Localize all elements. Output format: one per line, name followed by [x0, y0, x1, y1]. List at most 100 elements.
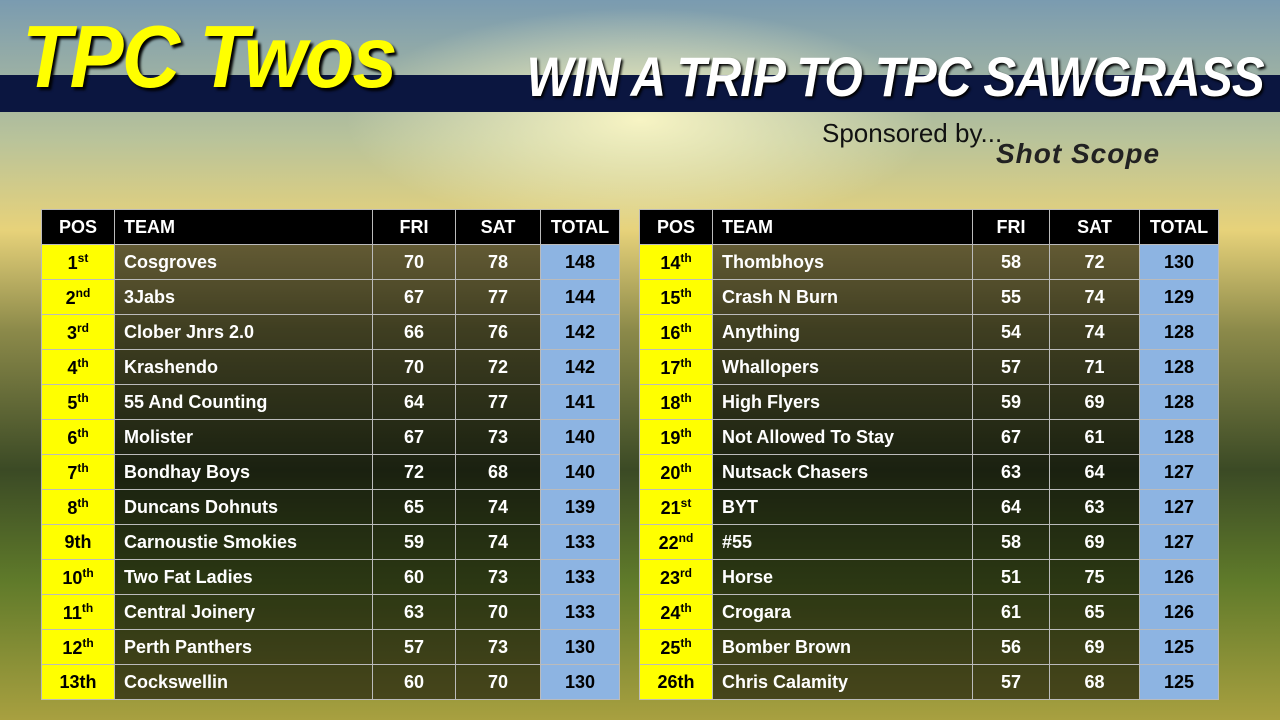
- column-header: FRI: [972, 209, 1050, 245]
- team-name: Duncans Dohnuts: [114, 489, 373, 525]
- team-name: Central Joinery: [114, 594, 373, 630]
- position: 15th: [639, 279, 713, 315]
- column-header: FRI: [372, 209, 456, 245]
- header-row: POS TEAM FRI SAT TOTAL: [41, 209, 620, 245]
- fri-score: 70: [372, 244, 456, 280]
- position-number: 9th: [64, 531, 92, 552]
- team-name: High Flyers: [712, 384, 973, 420]
- position-number: 8: [67, 497, 78, 518]
- position: 21st: [639, 489, 713, 525]
- sponsor-text: Sponsored by...: [822, 118, 1003, 148]
- sat-score: 63: [1049, 489, 1140, 525]
- position: 10th: [41, 559, 115, 595]
- team-row: 5th 55 And Counting 64 77 141: [41, 384, 620, 420]
- sat-score: 74: [455, 489, 541, 525]
- position: 5th: [41, 384, 115, 420]
- team-row: 7th Bondhay Boys 72 68 140: [41, 454, 620, 490]
- sat-score: 74: [1049, 279, 1140, 315]
- total-score: 133: [540, 559, 620, 595]
- position-number: 19: [660, 427, 681, 448]
- column-header: TEAM: [712, 209, 973, 245]
- team-name: Cockswellin: [114, 664, 373, 700]
- position-number: 18: [660, 392, 681, 413]
- team-name: BYT: [712, 489, 973, 525]
- column-header: TOTAL: [540, 209, 620, 245]
- position: 17th: [639, 349, 713, 385]
- fri-score: 72: [372, 454, 456, 490]
- column-header: POS: [639, 209, 713, 245]
- position-suffix: rd: [680, 565, 693, 580]
- fri-score: 64: [372, 384, 456, 420]
- fri-score: 57: [972, 664, 1050, 700]
- column-header: SAT: [1049, 209, 1140, 245]
- sat-score: 70: [455, 664, 541, 700]
- team-name: Bomber Brown: [712, 629, 973, 665]
- sponsor-logo: Shot Scope: [996, 138, 1161, 169]
- sat-score: 68: [455, 454, 541, 490]
- team-name: Thombhoys: [712, 244, 973, 280]
- sat-score: 70: [455, 594, 541, 630]
- position-suffix: th: [680, 635, 692, 650]
- position: 9th: [41, 524, 115, 560]
- position-number: 16: [660, 322, 681, 343]
- sat-score: 69: [1049, 629, 1140, 665]
- position-number: 6: [67, 427, 78, 448]
- team-row: 16th Anything 54 74 128: [639, 314, 1219, 350]
- position: 7th: [41, 454, 115, 490]
- position: 26th: [639, 664, 713, 700]
- team-name: Perth Panthers: [114, 629, 373, 665]
- sat-score: 74: [1049, 314, 1140, 350]
- total-score: 128: [1139, 314, 1219, 350]
- position-number: 23: [659, 567, 681, 588]
- total-score: 142: [540, 314, 620, 350]
- team-row: 20th Nutsack Chasers 63 64 127: [639, 454, 1219, 490]
- position-number: 21: [660, 497, 681, 518]
- sat-score: 74: [455, 524, 541, 560]
- team-row: 9th Carnoustie Smokies 59 74 133: [41, 524, 620, 560]
- position-number: 14: [660, 252, 681, 273]
- position: 20th: [639, 454, 713, 490]
- sat-score: 69: [1049, 524, 1140, 560]
- team-name: Cosgroves: [114, 244, 373, 280]
- team-row: 23rd Horse 51 75 126: [639, 559, 1219, 595]
- header-row: POS TEAM FRI SAT TOTAL: [639, 209, 1219, 245]
- total-score: 127: [1139, 489, 1219, 525]
- position-suffix: th: [77, 460, 89, 475]
- position-number: 13th: [59, 671, 97, 692]
- fri-score: 60: [372, 559, 456, 595]
- total-score: 125: [1139, 629, 1219, 665]
- position-suffix: th: [81, 600, 94, 615]
- team-row: 1st Cosgroves 70 78 148: [41, 244, 620, 280]
- total-score: 133: [540, 524, 620, 560]
- total-score: 141: [540, 384, 620, 420]
- column-header: SAT: [455, 209, 541, 245]
- position-number: 12: [62, 637, 83, 658]
- position-number: 1: [67, 252, 78, 273]
- team-row: 8th Duncans Dohnuts 65 74 139: [41, 489, 620, 525]
- team-row: 22nd #55 58 69 127: [639, 524, 1219, 560]
- team-name: Molister: [114, 419, 373, 455]
- title: TPC Twos: [22, 7, 397, 106]
- total-score: 127: [1139, 524, 1219, 560]
- fri-score: 51: [972, 559, 1050, 595]
- total-score: 140: [540, 454, 620, 490]
- team-name: Crash N Burn: [712, 279, 973, 315]
- team-row: 13th Cockswellin 60 70 130: [41, 664, 620, 700]
- team-row: 18th High Flyers 59 69 128: [639, 384, 1219, 420]
- fri-score: 54: [972, 314, 1050, 350]
- sat-score: 76: [455, 314, 541, 350]
- total-score: 125: [1139, 664, 1219, 700]
- fri-score: 55: [972, 279, 1050, 315]
- position-suffix: th: [680, 355, 692, 370]
- team-name: #55: [712, 524, 973, 560]
- team-name: Bondhay Boys: [114, 454, 373, 490]
- position-number: 15: [660, 287, 681, 308]
- position-suffix: nd: [678, 530, 694, 545]
- position-number: 11: [62, 602, 82, 623]
- position-number: 7: [67, 462, 78, 483]
- fri-score: 64: [972, 489, 1050, 525]
- team-row: 21st BYT 64 63 127: [639, 489, 1219, 525]
- total-score: 128: [1139, 349, 1219, 385]
- position: 18th: [639, 384, 713, 420]
- team-row: 17th Whallopers 57 71 128: [639, 349, 1219, 385]
